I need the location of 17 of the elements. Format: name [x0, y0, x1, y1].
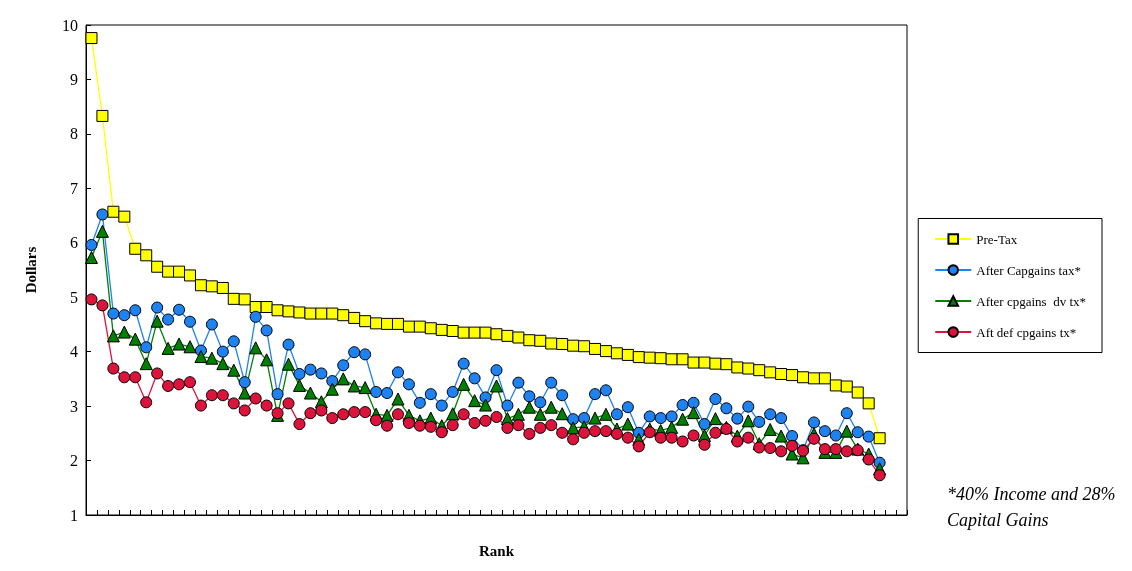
legend-label: Aft def cpgains tx*	[976, 324, 1077, 340]
legend-label: After Capgains tax*	[976, 262, 1081, 278]
y-axis-title: Dollars	[22, 246, 39, 294]
x-axis-title: Rank	[478, 542, 515, 559]
y-tick-label: 10	[62, 16, 78, 34]
y-tick-label: 1	[70, 506, 78, 524]
y-tick-label: 4	[70, 343, 78, 361]
text: *40% Income and 28% Capital Gains	[947, 484, 1120, 530]
y-tick-label: 2	[70, 452, 78, 470]
y-tick-label: 6	[70, 234, 78, 252]
y-tick-label: 9	[70, 70, 78, 88]
y-tick-label: 3	[70, 397, 78, 415]
legend-label: Pre-Tax	[976, 231, 1018, 247]
y-tick-label: 8	[70, 125, 78, 143]
y-tick-label: 7	[70, 179, 78, 197]
legend-label: After cpgains dv tx*	[976, 293, 1087, 309]
y-tick-label: 5	[70, 288, 78, 306]
